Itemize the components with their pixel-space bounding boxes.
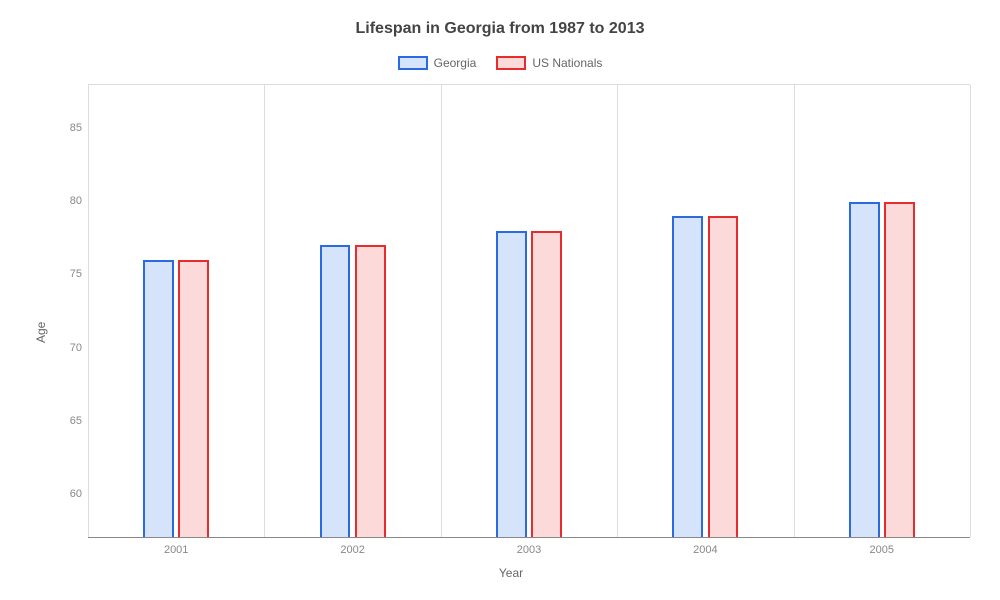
chart-area: Age 60 65 70 75 80 85 2001 2002 2003 2004 2005 Ye… [30,84,970,580]
y-tick-label: 60 [70,488,82,500]
bar [531,231,562,537]
bar [355,245,386,537]
gridline [88,85,89,537]
y-tick-label: 70 [70,342,82,354]
x-axis: 2001 2002 2003 2004 2005 [88,538,970,562]
bar [884,202,915,537]
legend-item: US Nationals [496,56,602,70]
gridline [264,85,265,537]
bar [849,202,880,537]
bar [496,231,527,537]
bar [143,260,174,537]
legend-item: Georgia [398,56,477,70]
y-axis-label: Age [30,84,52,580]
y-axis: 60 65 70 75 80 85 [52,84,88,538]
y-tick-label: 85 [70,122,82,134]
legend-swatch [398,56,428,70]
bar [178,260,209,537]
legend-swatch [496,56,526,70]
x-axis-label: Year [52,566,970,580]
gridline [441,85,442,537]
gridline [617,85,618,537]
x-tick-label: 2001 [164,544,188,556]
legend-label: Georgia [434,56,477,70]
x-tick-label: 2003 [517,544,541,556]
gridline [970,85,971,537]
gridline [794,85,795,537]
y-tick-label: 65 [70,415,82,427]
chart-legend: Georgia US Nationals [398,56,603,70]
x-tick-label: 2005 [870,544,894,556]
bar [708,216,739,537]
x-tick-label: 2002 [340,544,364,556]
legend-label: US Nationals [532,56,602,70]
bar [320,245,351,537]
bar [672,216,703,537]
plot-area [88,84,970,538]
y-tick-label: 80 [70,195,82,207]
chart-title: Lifespan in Georgia from 1987 to 2013 [356,20,645,38]
x-tick-label: 2004 [693,544,717,556]
y-tick-label: 75 [70,268,82,280]
